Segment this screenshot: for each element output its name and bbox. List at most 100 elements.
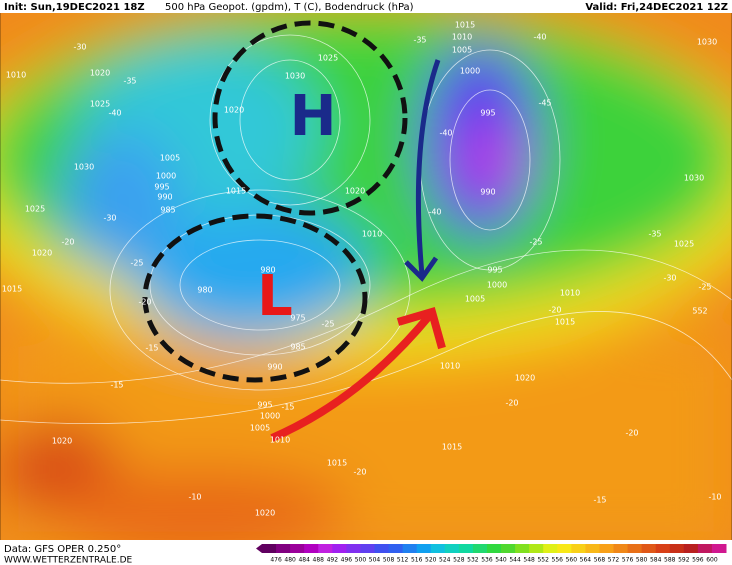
colorbar-label: 524 (439, 557, 451, 564)
valid-text: Valid: Fri,24DEC2021 12Z (585, 2, 728, 13)
colorbar: 476 480 484 488 492 496 500 504 508 512 516 520 524 5… (256, 544, 727, 564)
colorbar-swatch (501, 544, 516, 553)
temperature-label: -20 (625, 429, 638, 438)
colorbar-swatch (290, 544, 305, 553)
colorbar-label: 480 (284, 557, 296, 564)
colorbar-swatch (430, 544, 446, 553)
isobar-label: 975 (290, 314, 305, 323)
annotation-circles (142, 20, 408, 383)
colorbar-label: 556 (552, 557, 564, 564)
colorbar-swatch (472, 544, 488, 553)
colorbar-swatch (444, 544, 460, 553)
colorbar-label: 508 (383, 557, 395, 564)
isobar-label: 1000 (260, 412, 280, 421)
init-text: Init: Sun,19DEC2021 18Z (4, 2, 145, 13)
temperature-label: -10 (188, 493, 201, 502)
colorbar-label: 496 (341, 557, 353, 564)
colorbar-label: 568 (594, 557, 606, 564)
isobar-label: 1015 (2, 285, 22, 294)
isobar-label: 1025 (318, 54, 338, 63)
temperature-label: -15 (281, 403, 294, 412)
colorbar-label: 600 (706, 557, 718, 564)
map-labels: 1010 1020 1025 1030 1025 1020 1015 1005 1000 995 9… (2, 21, 722, 518)
isobar-label: 552 (692, 307, 707, 316)
footer-data: Data: GFS OPER 0.250° (4, 544, 121, 555)
colorbar-label: 560 (566, 557, 578, 564)
isobar-label: 990 (157, 193, 172, 202)
temperature-label: -40 (428, 208, 441, 217)
colorbar-label: 580 (636, 557, 648, 564)
temperature-label: -35 (648, 230, 661, 239)
colorbar-label: 500 (355, 557, 367, 564)
isobar-label: 1010 (440, 362, 460, 371)
colorbar-swatch (318, 544, 333, 553)
colorbar-label: 584 (650, 557, 662, 564)
temperature-label: -30 (663, 274, 676, 283)
temperature-label: -25 (529, 238, 542, 247)
isobar-label: 1030 (697, 38, 717, 47)
arrow-south (270, 312, 434, 442)
isobar-label: 980 (260, 266, 275, 275)
colorbar-swatch (346, 544, 361, 553)
colorbar-swatch (360, 544, 375, 553)
isobar-label: 995 (480, 109, 495, 118)
isobar-label: 1020 (90, 69, 110, 78)
colorbar-label: 564 (580, 557, 592, 564)
temperature-label: -25 (698, 283, 711, 292)
isobar-label: 1030 (285, 72, 305, 81)
isobar-label: 1025 (674, 240, 694, 249)
colorbar-label: 540 (495, 557, 507, 564)
colorbar-swatch (304, 544, 319, 553)
colorbar-swatch (571, 544, 586, 553)
isobar-label: 1020 (255, 509, 275, 518)
colorbar-swatch (655, 544, 671, 553)
isobar-label: 1030 (74, 163, 94, 172)
colorbar-label: 488 (313, 557, 325, 564)
temperature-label: -40 (108, 109, 121, 118)
isobar-label: 1005 (452, 46, 472, 55)
isobar-label: 995 (257, 401, 272, 410)
isobar-label: 1015 (455, 21, 475, 30)
colorbar-swatch (627, 544, 643, 553)
colorbar-label: 596 (692, 557, 704, 564)
temperature-label: -20 (61, 238, 74, 247)
isobar-label: 980 (197, 286, 212, 295)
temperature-label: -30 (103, 214, 116, 223)
colorbar-label: 536 (481, 557, 493, 564)
colorbar-swatch (711, 544, 727, 553)
isobar-label: 1010 (6, 71, 26, 80)
isobar-label: 1000 (156, 172, 176, 181)
isobar-label: 1010 (452, 33, 472, 42)
temperature-label: -20 (138, 298, 151, 307)
temperature-field (0, 0, 732, 550)
isobar-label: 985 (290, 343, 305, 352)
colorbar-swatch (515, 544, 530, 553)
isobar-label: 1010 (560, 289, 580, 298)
isobar-label: 1015 (327, 459, 347, 468)
temperature-label: -25 (130, 259, 143, 268)
colorbar-swatch (557, 544, 572, 553)
colorbar-label: 552 (537, 557, 549, 564)
colorbar-swatch (529, 544, 544, 553)
isobar-label: 1025 (25, 205, 45, 214)
isobar-label: 1020 (224, 106, 244, 115)
temperature-label: -20 (353, 468, 366, 477)
colorbar-swatch (276, 544, 291, 553)
temperature-label: -15 (110, 381, 123, 390)
colorbar-swatch (262, 544, 277, 553)
colorbar-swatch (374, 544, 390, 553)
isobar-label: 1025 (90, 100, 110, 109)
colorbar-arrow-left (256, 544, 262, 553)
isobar-label: 1020 (345, 187, 365, 196)
temperature-label: -30 (73, 43, 86, 52)
colorbar-label: 516 (411, 557, 423, 564)
isobar-label: 985 (160, 206, 175, 215)
isobar-label: 1005 (160, 154, 180, 163)
colorbar-swatch (486, 544, 502, 553)
colorbar-swatch (683, 544, 699, 553)
colorbar-swatch (402, 544, 418, 553)
isobar-label: 1005 (250, 424, 270, 433)
colorbar-label: 548 (523, 557, 535, 564)
temperature-label: -35 (123, 77, 136, 86)
colorbar-label: 512 (397, 557, 409, 564)
